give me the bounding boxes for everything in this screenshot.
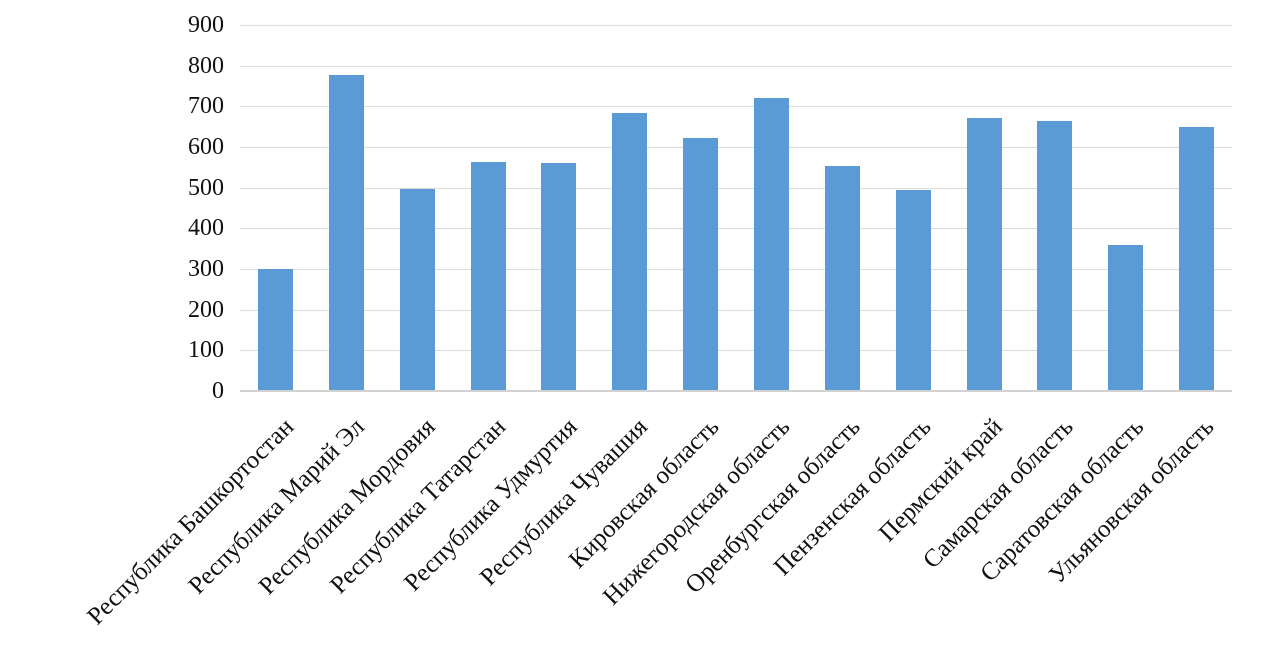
bar-14 (1179, 126, 1215, 391)
bar-10 (895, 190, 931, 391)
bar-9 (824, 166, 860, 391)
y-tick-label: 400 (188, 215, 224, 242)
gridline-900 (240, 25, 1232, 26)
bar-1 (257, 269, 293, 391)
y-tick-label: 600 (188, 134, 224, 160)
bar-11 (966, 117, 1002, 391)
bar-13 (1108, 244, 1144, 391)
gridline-700 (240, 106, 1232, 108)
gridline-800 (240, 65, 1232, 67)
bar-2 (328, 74, 364, 391)
y-tick-label: 800 (188, 52, 224, 79)
y-tick-label: 300 (188, 256, 224, 282)
y-tick-label: 100 (188, 337, 224, 364)
x-axis-line (240, 390, 1232, 392)
x-tick-label: Пермский край (873, 413, 1008, 548)
gridline-500 (240, 187, 1232, 189)
gridline-100 (240, 350, 1232, 352)
gridline-300 (240, 269, 1232, 270)
bar-4 (470, 161, 506, 391)
y-tick-label: 500 (188, 174, 224, 201)
bar-12 (1037, 120, 1073, 391)
gridline-600 (240, 147, 1232, 148)
bar-8 (753, 97, 789, 391)
y-tick-label: 0 (212, 378, 224, 404)
gridline-400 (240, 228, 1232, 230)
y-tick-label: 900 (188, 12, 224, 38)
bar-5 (541, 163, 577, 391)
plot-area (240, 25, 1232, 392)
bar-7 (683, 138, 719, 391)
bar-3 (399, 188, 435, 391)
y-tick-label: 200 (188, 296, 224, 323)
gridline-200 (240, 309, 1232, 311)
y-tick-label: 700 (188, 93, 224, 120)
bar-6 (612, 112, 648, 391)
